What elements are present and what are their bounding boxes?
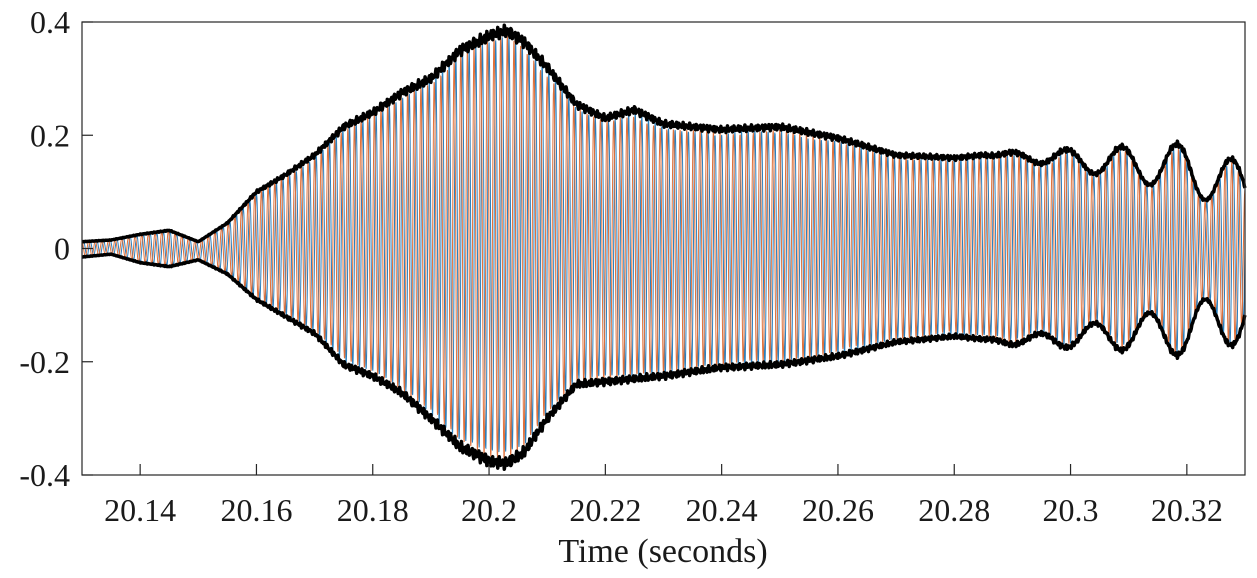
series-a-line [81, 36, 1246, 453]
x-tick-label: 20.3 [1043, 492, 1099, 528]
x-axis-label: Time (seconds) [558, 533, 767, 570]
y-tick-label: -0.2 [19, 344, 70, 380]
envelope-layer [80, 23, 1247, 472]
x-tick-label: 20.18 [337, 492, 409, 528]
y-tick-label: 0.2 [30, 117, 70, 153]
y-tick-label: 0 [54, 231, 70, 267]
envelope-upper-line [80, 23, 1247, 244]
x-tick-label: 20.16 [220, 492, 292, 528]
x-tick-label: 20.2 [461, 492, 517, 528]
x-tick-label: 20.32 [1151, 492, 1223, 528]
tick-layer: 20.14 20.16 20.18 20.2 20.22 20.24 20.26 20.28 2… [19, 4, 1223, 528]
x-tick-label: 20.14 [104, 492, 176, 528]
x-tick-label: 20.22 [569, 492, 641, 528]
envelope-lower-line [80, 252, 1247, 472]
y-tick-label: -0.4 [19, 457, 70, 493]
x-tick-label: 20.28 [918, 492, 990, 528]
x-tick-label: 20.26 [802, 492, 874, 528]
x-tick-label: 20.24 [686, 492, 758, 528]
y-tick-label: 0.4 [30, 4, 70, 40]
